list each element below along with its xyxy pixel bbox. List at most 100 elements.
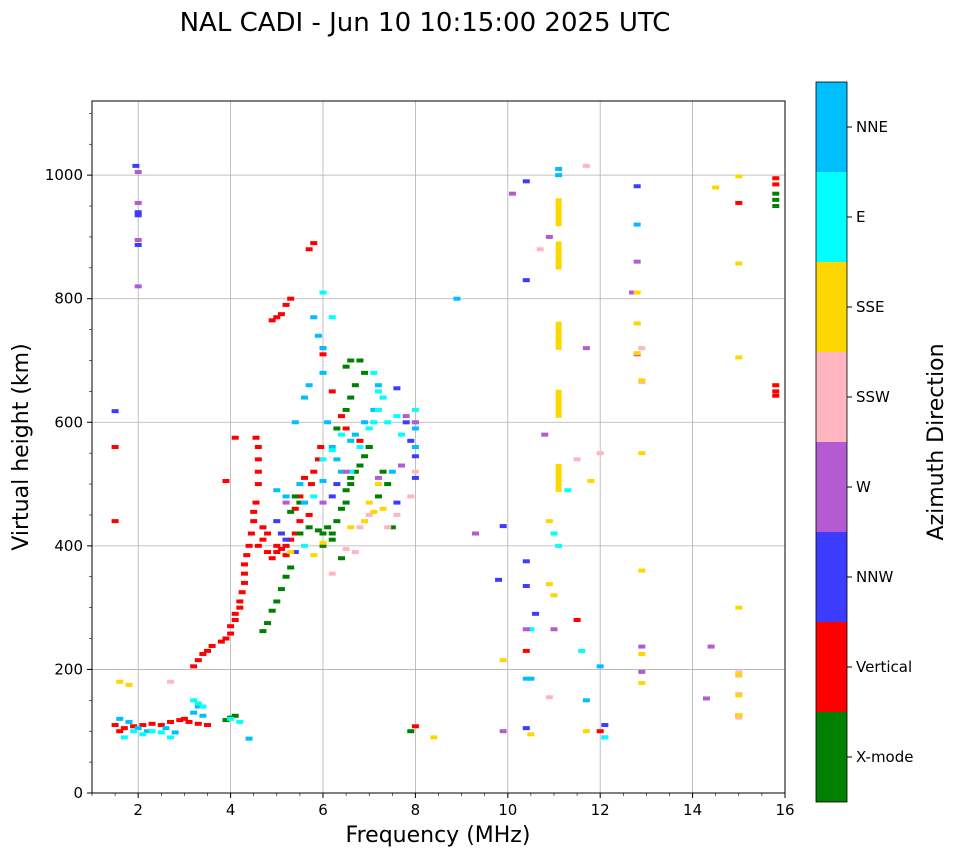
data-point <box>208 643 216 648</box>
x-tick-label: 14 <box>683 801 702 819</box>
data-point <box>388 525 396 530</box>
data-point <box>365 512 373 517</box>
data-point <box>190 710 198 715</box>
data-point <box>199 704 207 709</box>
data-point <box>282 500 290 505</box>
data-point <box>291 420 299 425</box>
y-tick-label: 0 <box>73 784 83 802</box>
data-point <box>277 531 285 536</box>
data-point <box>772 383 780 388</box>
data-point <box>134 238 142 243</box>
data-point <box>125 682 133 687</box>
colorbar-tick-label: X-mode <box>856 748 913 766</box>
data-point <box>143 729 151 734</box>
data-point <box>204 723 211 728</box>
data-point <box>351 469 359 474</box>
data-point <box>499 729 507 734</box>
data-point <box>555 321 562 350</box>
colorbar-swatch-w <box>816 442 847 532</box>
data-point <box>328 448 336 453</box>
data-point <box>522 648 530 653</box>
series-ssw <box>167 163 743 720</box>
data-point <box>361 370 369 375</box>
data-point <box>310 494 318 499</box>
data-points <box>111 163 780 741</box>
data-point <box>356 445 364 449</box>
y-tick-label: 200 <box>54 660 83 678</box>
data-point <box>319 457 327 462</box>
data-point <box>282 537 290 542</box>
data-point <box>236 599 244 604</box>
data-point <box>252 500 260 505</box>
data-point <box>573 618 581 622</box>
data-point <box>291 494 299 499</box>
data-point <box>291 506 299 511</box>
data-point <box>402 420 410 425</box>
data-point <box>296 500 304 505</box>
data-point <box>194 658 202 663</box>
data-point <box>370 509 378 514</box>
data-point <box>333 426 341 431</box>
data-point <box>282 543 290 548</box>
data-point <box>712 185 720 190</box>
data-point <box>273 519 281 524</box>
data-point <box>596 729 604 734</box>
data-point <box>310 469 318 474</box>
data-point <box>319 352 327 357</box>
data-point <box>282 553 290 558</box>
data-point <box>638 681 646 686</box>
data-point <box>333 519 341 524</box>
data-point <box>638 346 646 351</box>
data-point <box>638 568 646 573</box>
data-point <box>735 261 743 266</box>
y-axis-label: Virtual height (km) <box>9 343 34 550</box>
data-point <box>120 726 128 731</box>
data-point <box>356 438 364 443</box>
colorbar-tick-label: SSW <box>856 388 890 406</box>
data-point <box>273 315 281 320</box>
data-point <box>190 664 198 669</box>
series-vertical <box>111 176 780 734</box>
data-point <box>522 559 530 564</box>
data-point <box>337 432 345 437</box>
chart-title: NAL CADI - Jun 10 10:15:00 2025 UTC <box>180 8 671 38</box>
data-point <box>601 735 609 740</box>
data-point <box>633 259 641 264</box>
data-point <box>337 469 345 474</box>
data-point <box>305 512 313 517</box>
series-x-mode <box>222 191 780 734</box>
data-point <box>707 644 715 649</box>
data-point <box>545 234 553 239</box>
data-point <box>130 729 138 734</box>
data-point <box>250 519 258 524</box>
data-point <box>772 393 780 398</box>
data-point <box>453 296 461 301</box>
data-point <box>167 719 175 724</box>
data-point <box>735 693 743 698</box>
data-point <box>319 540 327 545</box>
data-point <box>735 672 743 677</box>
data-point <box>527 676 535 681</box>
data-point <box>231 713 239 718</box>
colorbar: X-mode Vertical NNW W SSW SSE E NNE <box>815 81 913 803</box>
data-point <box>254 445 262 449</box>
data-point <box>499 658 507 663</box>
data-point <box>328 537 336 542</box>
data-point <box>319 500 327 505</box>
data-point <box>273 488 281 493</box>
plot-frame <box>91 100 786 794</box>
data-point <box>247 531 255 536</box>
data-point <box>337 414 345 419</box>
data-point <box>370 420 378 425</box>
data-point <box>550 531 558 536</box>
data-point <box>633 321 641 326</box>
data-point <box>582 729 590 734</box>
colorbar-frame <box>815 81 848 803</box>
data-point <box>541 432 549 437</box>
data-point <box>222 636 230 641</box>
data-point <box>772 389 780 394</box>
data-point <box>134 213 142 218</box>
data-point <box>328 315 336 320</box>
series-sse <box>116 174 743 740</box>
data-point <box>582 698 590 703</box>
